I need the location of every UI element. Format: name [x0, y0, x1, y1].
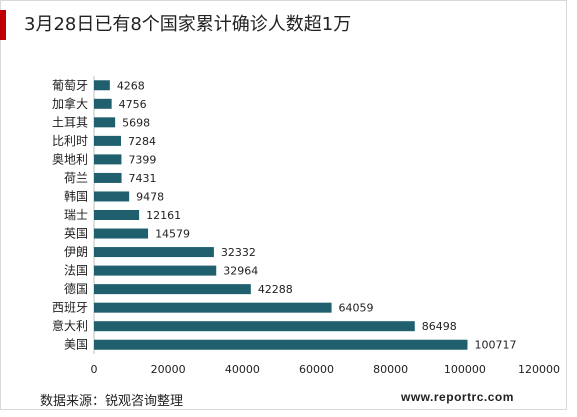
x-tick-label: 40000 [225, 363, 260, 376]
x-tick-label: 60000 [299, 363, 334, 376]
data-label: 100717 [474, 339, 516, 352]
data-label: 64059 [339, 302, 374, 315]
bar [94, 321, 415, 332]
bar [94, 302, 332, 313]
x-tick-label: 20000 [151, 363, 186, 376]
category-label: 韩国 [64, 188, 88, 203]
data-label: 7399 [128, 153, 156, 166]
data-label: 9478 [136, 190, 164, 203]
category-label: 葡萄牙 [52, 78, 88, 92]
data-source-note: 数据来源：锐观咨询整理 [40, 394, 184, 409]
bar [94, 247, 214, 258]
x-tick-label: 120000 [518, 363, 560, 376]
category-label: 奥地利 [52, 152, 88, 166]
category-label: 德国 [64, 281, 88, 296]
bar [94, 191, 130, 202]
category-label: 比利时 [52, 134, 88, 148]
data-label: 4756 [119, 98, 147, 111]
chart-title: 3月28日已有8个国家累计确诊人数超1万 [24, 14, 352, 35]
category-label: 瑞士 [64, 208, 88, 222]
bar [94, 135, 122, 146]
x-tick-label: 0 [91, 363, 98, 376]
category-label: 伊朗 [64, 245, 88, 259]
x-tick-label: 80000 [373, 363, 408, 376]
category-label: 法国 [64, 264, 88, 278]
data-label: 12161 [146, 209, 181, 222]
category-label: 荷兰 [64, 171, 88, 185]
category-label: 加拿大 [52, 96, 88, 111]
data-label: 7284 [128, 135, 156, 148]
bar [94, 228, 149, 239]
bar [94, 80, 110, 91]
bar [94, 339, 468, 350]
data-label: 4268 [117, 79, 145, 92]
bar [94, 210, 140, 220]
data-label: 32332 [221, 246, 256, 259]
bar [94, 154, 122, 165]
category-label: 意大利 [52, 318, 88, 333]
data-label: 14579 [155, 228, 190, 241]
data-label: 5698 [122, 116, 150, 129]
data-label: 42288 [258, 283, 293, 296]
data-label: 86498 [422, 320, 457, 333]
bar [94, 172, 122, 183]
bar [94, 117, 116, 128]
category-label: 英国 [64, 227, 88, 241]
data-label: 7431 [129, 172, 157, 185]
x-tick-label: 100000 [444, 363, 486, 376]
website-watermark: www.reportrc.com [401, 390, 514, 404]
title-accent-bar [0, 10, 6, 40]
bar [94, 98, 112, 109]
bar [94, 284, 251, 295]
category-label: 美国 [64, 338, 88, 352]
data-label: 32964 [223, 265, 258, 278]
category-label: 土耳其 [52, 115, 88, 129]
category-label: 西班牙 [52, 301, 88, 315]
bar [94, 265, 217, 276]
